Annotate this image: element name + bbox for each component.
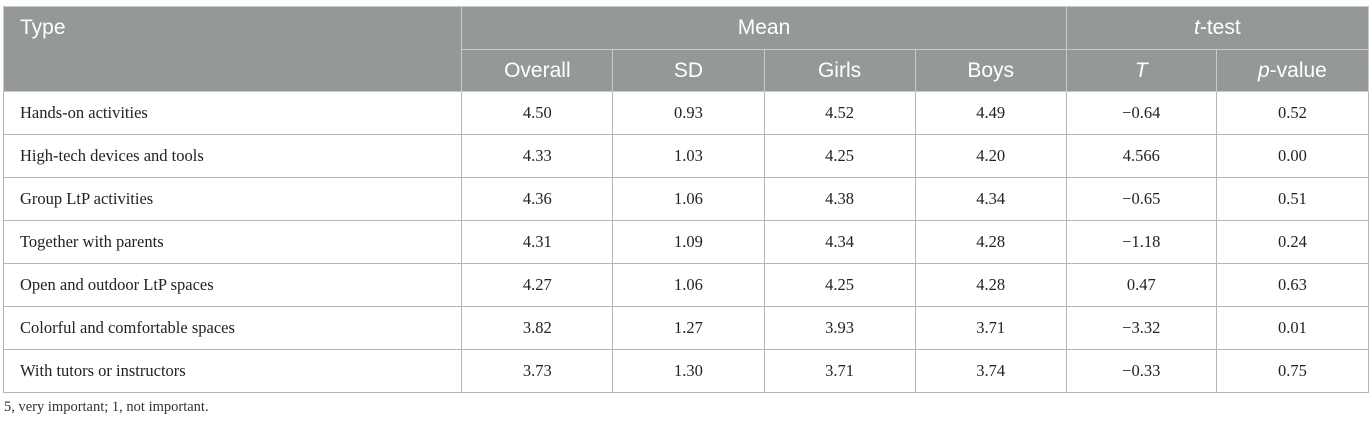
cell-t: 4.566 xyxy=(1065,134,1217,178)
cell-overall: 4.27 xyxy=(461,263,614,307)
header-t: T xyxy=(1065,49,1217,92)
header-sd: SD xyxy=(612,49,765,92)
cell-p: 0.52 xyxy=(1215,91,1370,135)
cell-t: −3.32 xyxy=(1065,306,1217,350)
cell-overall: 4.33 xyxy=(461,134,614,178)
table-row: With tutors or instructors 3.73 1.30 3.7… xyxy=(2,349,1370,393)
cell-sd: 1.03 xyxy=(612,134,765,178)
cell-t: 0.47 xyxy=(1065,263,1217,307)
cell-overall: 3.82 xyxy=(461,306,614,350)
cell-sd: 1.06 xyxy=(612,263,765,307)
cell-boys: 3.74 xyxy=(914,349,1067,393)
cell-sd: 1.27 xyxy=(612,306,765,350)
cell-girls: 4.52 xyxy=(763,91,916,135)
table-row: Hands-on activities 4.50 0.93 4.52 4.49 … xyxy=(2,91,1370,135)
cell-p: 0.01 xyxy=(1215,306,1370,350)
cell-sd: 1.30 xyxy=(612,349,765,393)
importance-ratings-table: Type Mean t-test Overall SD Girls Boys T… xyxy=(2,6,1370,393)
cell-p: 0.75 xyxy=(1215,349,1370,393)
cell-t: −1.18 xyxy=(1065,220,1217,264)
table-footnote: 5, very important; 1, not important. xyxy=(4,399,209,415)
table-row: Open and outdoor LtP spaces 4.27 1.06 4.… xyxy=(2,263,1370,307)
cell-boys: 4.28 xyxy=(914,263,1067,307)
table-row: High-tech devices and tools 4.33 1.03 4.… xyxy=(2,134,1370,178)
cell-sd: 1.09 xyxy=(612,220,765,264)
header-ttest-group: t-test xyxy=(1065,6,1370,50)
header-mean-group: Mean xyxy=(461,6,1067,50)
header-p-rest: -value xyxy=(1269,58,1327,82)
table-row: Together with parents 4.31 1.09 4.34 4.2… xyxy=(2,220,1370,264)
header-row-groups: Type Mean t-test xyxy=(2,6,1370,92)
cell-type: High-tech devices and tools xyxy=(2,134,463,178)
cell-girls: 4.34 xyxy=(763,220,916,264)
cell-girls: 4.25 xyxy=(763,134,916,178)
header-ttest-italic: t xyxy=(1194,16,1200,39)
cell-boys: 4.34 xyxy=(914,177,1067,221)
table-header: Type Mean t-test Overall SD Girls Boys T… xyxy=(2,6,1370,92)
cell-type: Colorful and comfortable spaces xyxy=(2,306,463,350)
cell-type: With tutors or instructors xyxy=(2,349,463,393)
header-p-value: p-value xyxy=(1215,49,1370,92)
cell-boys: 4.49 xyxy=(914,91,1067,135)
cell-boys: 3.71 xyxy=(914,306,1067,350)
cell-boys: 4.28 xyxy=(914,220,1067,264)
header-p-italic: p xyxy=(1257,58,1270,82)
cell-type: Open and outdoor LtP spaces xyxy=(2,263,463,307)
cell-p: 0.63 xyxy=(1215,263,1370,307)
cell-overall: 4.36 xyxy=(461,177,614,221)
cell-t: −0.33 xyxy=(1065,349,1217,393)
header-girls: Girls xyxy=(763,49,916,92)
cell-girls: 3.93 xyxy=(763,306,916,350)
cell-sd: 0.93 xyxy=(612,91,765,135)
cell-girls: 4.25 xyxy=(763,263,916,307)
header-type: Type xyxy=(2,6,463,92)
cell-girls: 4.38 xyxy=(763,177,916,221)
cell-overall: 4.31 xyxy=(461,220,614,264)
cell-p: 0.00 xyxy=(1215,134,1370,178)
cell-sd: 1.06 xyxy=(612,177,765,221)
table-row: Group LtP activities 4.36 1.06 4.38 4.34… xyxy=(2,177,1370,221)
table-row: Colorful and comfortable spaces 3.82 1.2… xyxy=(2,306,1370,350)
cell-type: Hands-on activities xyxy=(2,91,463,135)
cell-p: 0.24 xyxy=(1215,220,1370,264)
cell-p: 0.51 xyxy=(1215,177,1370,221)
header-ttest-rest: -test xyxy=(1199,16,1241,39)
cell-overall: 4.50 xyxy=(461,91,614,135)
header-row-columns: Overall SD Girls Boys T p-value xyxy=(4,49,1370,92)
cell-boys: 4.20 xyxy=(914,134,1067,178)
cell-girls: 3.71 xyxy=(763,349,916,393)
header-overall: Overall xyxy=(461,49,614,92)
cell-t: −0.64 xyxy=(1065,91,1217,135)
cell-type: Together with parents xyxy=(2,220,463,264)
table-body: Hands-on activities 4.50 0.93 4.52 4.49 … xyxy=(2,91,1370,393)
cell-type: Group LtP activities xyxy=(2,177,463,221)
cell-overall: 3.73 xyxy=(461,349,614,393)
header-boys: Boys xyxy=(914,49,1067,92)
cell-t: −0.65 xyxy=(1065,177,1217,221)
